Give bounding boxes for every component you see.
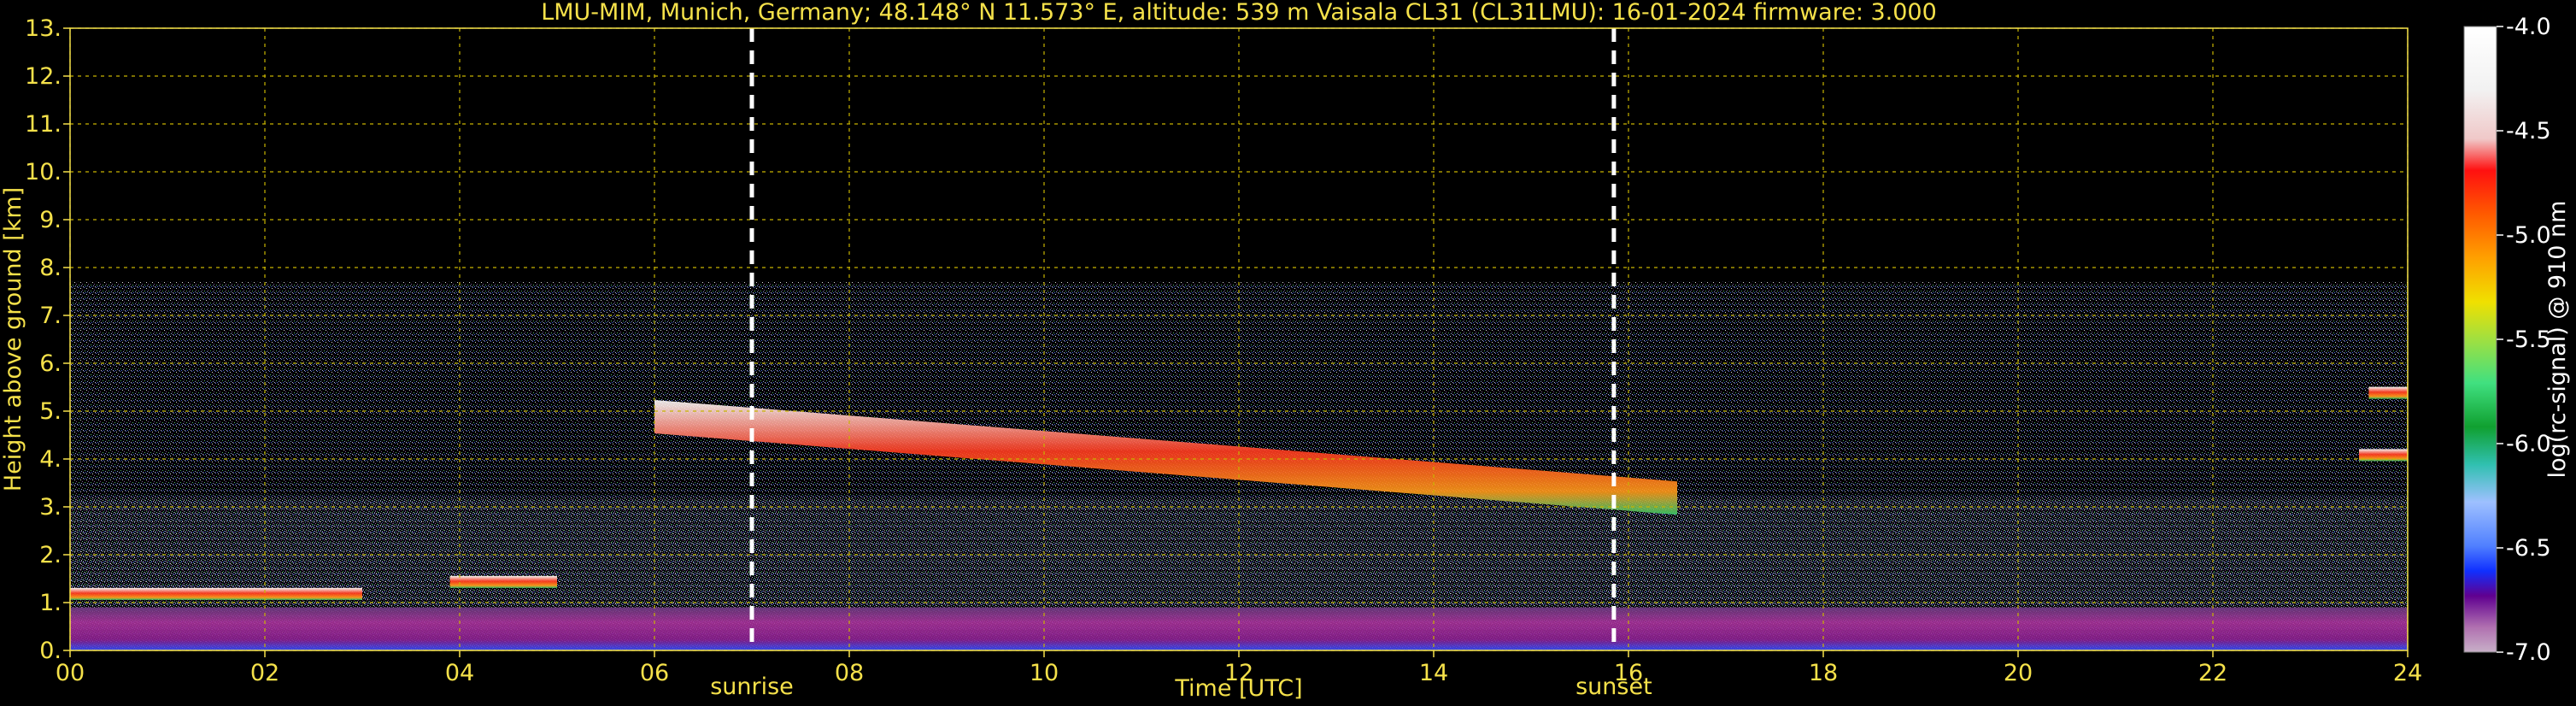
y-tick-label: 2. (39, 542, 62, 568)
colorbar-tick-label: -4.5 (2506, 118, 2551, 144)
sunrise-label: sunrise (710, 674, 794, 700)
x-tick-label: 24 (2393, 660, 2422, 686)
colorbar-label: log(rc-signal) @ 910 nm (2544, 201, 2571, 479)
cloud-layer-1 (449, 575, 557, 588)
y-tick-label: 0. (39, 638, 62, 664)
colorbar-tick-label: -6.0 (2506, 431, 2551, 457)
x-tick-label: 08 (835, 660, 864, 686)
y-tick-label: 12. (25, 63, 62, 90)
y-tick-label: 4. (39, 446, 62, 473)
sunset-label: sunset (1576, 674, 1652, 700)
y-tick-label: 11. (25, 111, 62, 138)
y-axis-label: Height above ground [km] (0, 187, 26, 491)
cloud-layer-3 (2368, 386, 2408, 399)
y-axis-ticks: 0. 1. 2. 3. 4. 5. 6. 7. 8. 9. 10. 11. 12. 13. (25, 15, 70, 664)
cloud-layer-2 (654, 400, 1677, 515)
colorbar-tick-label: -4.0 (2506, 14, 2551, 40)
x-axis-ticks: 00 02 04 06 08 10 12 14 16 18 20 22 24 (56, 650, 2422, 686)
x-tick-label: 20 (2004, 660, 2033, 686)
x-tick-label: 10 (1030, 660, 1059, 686)
x-axis-label: Time [UTC] (1174, 675, 1302, 702)
y-tick-label: 8. (39, 255, 62, 281)
x-tick-label: 12 (1224, 660, 1253, 686)
y-tick-label: 6. (39, 350, 62, 377)
sun-markers: sunrise sunset (710, 28, 1652, 700)
x-tick-label: 18 (1809, 660, 1838, 686)
colorbar-tick-label: -5.5 (2506, 327, 2551, 353)
chart-title: LMU-MIM, Munich, Germany; 48.148° N 11.5… (541, 0, 1937, 26)
x-tick-label: 06 (640, 660, 669, 686)
colorbar (2463, 26, 2497, 653)
colorbar-tick-label: -7.0 (2506, 639, 2551, 666)
x-tick-label: 14 (1419, 660, 1448, 686)
x-tick-label: 16 (1614, 660, 1643, 686)
y-tick-label: 5. (39, 398, 62, 425)
cloud-layer-0 (70, 587, 362, 600)
y-tick-label: 7. (39, 303, 62, 329)
cloud-layer-4 (2359, 449, 2408, 462)
x-tick-label: 02 (250, 660, 279, 686)
y-tick-label: 13. (25, 15, 62, 42)
y-tick-label: 10. (25, 159, 62, 185)
y-tick-label: 9. (39, 207, 62, 233)
y-tick-label: 3. (39, 494, 62, 521)
y-tick-label: 1. (39, 590, 62, 616)
colorbar-ticks: -4.0 -4.5 -5.0 -5.5 -6.0 -6.5 -7.0 (2497, 14, 2551, 666)
colorbar-tick-label: -6.5 (2506, 535, 2551, 562)
x-tick-label: 00 (56, 660, 85, 686)
x-tick-label: 22 (2198, 660, 2227, 686)
x-tick-label: 04 (445, 660, 474, 686)
colorbar-tick-label: -5.0 (2506, 222, 2551, 249)
